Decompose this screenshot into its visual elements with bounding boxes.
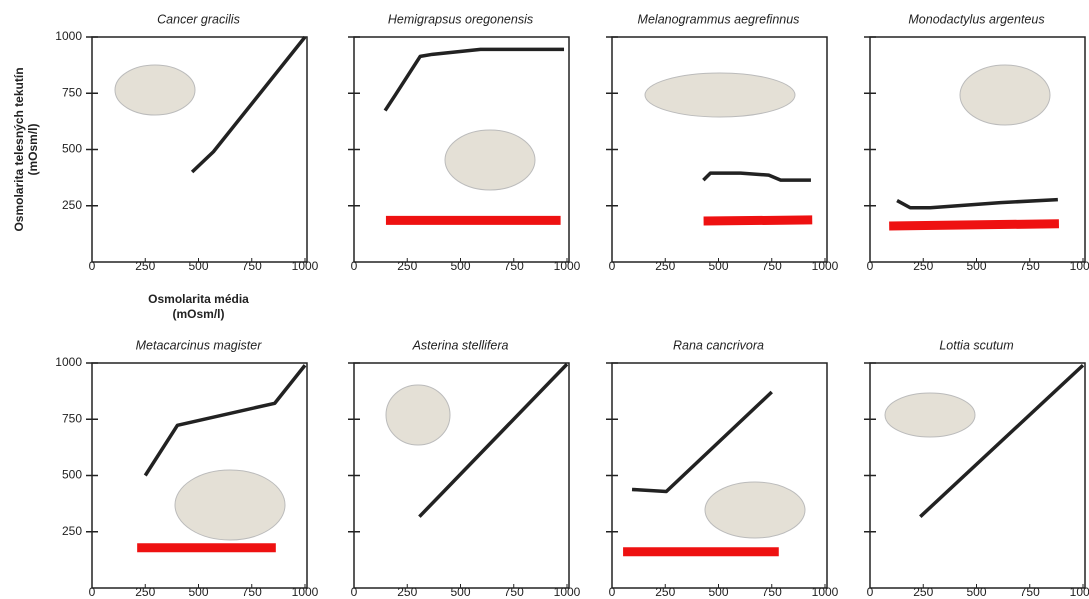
x-tick-label: 1000 <box>554 585 581 599</box>
x-tick-label: 0 <box>89 259 96 273</box>
x-tick-label: 1000 <box>1070 585 1089 599</box>
y-tick-label: 500 <box>62 468 82 482</box>
x-tick-label: 250 <box>913 259 933 273</box>
panel-title: Asterina stellifera <box>412 338 509 352</box>
panel-title: Melanogrammus aegrefinnus <box>638 12 800 26</box>
panel-title: Lottia scutum <box>939 338 1013 352</box>
specimen-image <box>645 73 795 117</box>
panel-title: Monodactylus argenteus <box>908 12 1044 26</box>
y-axis-label: Osmolarita telesných tekutín <box>12 67 26 231</box>
x-tick-label: 750 <box>504 259 524 273</box>
y-tick-label: 500 <box>62 142 82 156</box>
range-bar <box>889 224 1059 226</box>
x-tick-label: 0 <box>867 585 874 599</box>
x-tick-label: 1000 <box>554 259 581 273</box>
x-tick-label: 250 <box>655 585 675 599</box>
x-tick-label: 500 <box>188 585 208 599</box>
x-tick-label: 500 <box>450 259 470 273</box>
x-tick-label: 500 <box>708 585 728 599</box>
x-tick-label: 750 <box>504 585 524 599</box>
x-tick-label: 0 <box>609 585 616 599</box>
y-tick-label: 750 <box>62 411 82 425</box>
chart: Cancer gracilis 0 250 500 750 1000 250 500 750 10… <box>0 0 1089 599</box>
x-tick-label: 750 <box>1020 259 1040 273</box>
x-tick-label: 250 <box>655 259 675 273</box>
data-line <box>703 173 811 180</box>
data-line <box>920 365 1083 516</box>
y-tick-label: 1000 <box>55 29 82 43</box>
x-tick-label: 500 <box>966 259 986 273</box>
x-tick-label: 250 <box>397 585 417 599</box>
data-line <box>419 364 567 517</box>
x-tick-label: 0 <box>351 585 358 599</box>
data-line <box>897 200 1058 208</box>
y-tick-label: 250 <box>62 524 82 538</box>
x-tick-label: 500 <box>450 585 470 599</box>
specimen-image <box>445 130 535 190</box>
x-tick-label: 0 <box>867 259 874 273</box>
y-tick-label: 1000 <box>55 355 82 369</box>
x-tick-label: 250 <box>913 585 933 599</box>
panel-title: Metacarcinus magister <box>136 338 263 352</box>
x-tick-label: 0 <box>89 585 96 599</box>
plot-frame <box>612 37 827 262</box>
x-tick-label: 0 <box>609 259 616 273</box>
x-tick-label: 1000 <box>812 585 839 599</box>
range-bar <box>704 220 813 221</box>
panel-title: Cancer gracilis <box>157 12 240 26</box>
x-axis-label: Osmolarita média <box>148 292 249 306</box>
x-tick-label: 0 <box>351 259 358 273</box>
y-tick-label: 750 <box>62 85 82 99</box>
specimen-image <box>115 65 195 115</box>
data-line <box>192 37 305 172</box>
specimen-image <box>175 470 285 540</box>
x-tick-label: 500 <box>188 259 208 273</box>
specimen-image <box>386 385 450 445</box>
x-tick-label: 1000 <box>812 259 839 273</box>
x-tick-label: 500 <box>966 585 986 599</box>
data-line <box>632 392 772 491</box>
y-axis-label: (mOsm/l) <box>26 123 40 175</box>
x-tick-label: 750 <box>242 585 262 599</box>
specimen-image <box>705 482 805 538</box>
x-tick-label: 750 <box>1020 585 1040 599</box>
x-tick-label: 500 <box>708 259 728 273</box>
panel-title: Hemigrapsus oregonensis <box>388 12 533 26</box>
x-tick-label: 1000 <box>292 585 319 599</box>
x-tick-label: 750 <box>762 585 782 599</box>
specimen-image <box>885 393 975 437</box>
plot-frame <box>92 37 307 262</box>
x-tick-label: 1000 <box>292 259 319 273</box>
y-tick-label: 250 <box>62 198 82 212</box>
x-tick-label: 1000 <box>1070 259 1089 273</box>
x-tick-label: 750 <box>242 259 262 273</box>
x-axis-label: (mOsm/l) <box>172 307 224 321</box>
data-line <box>385 49 564 110</box>
x-tick-label: 250 <box>135 259 155 273</box>
x-tick-label: 250 <box>397 259 417 273</box>
data-line <box>145 365 305 475</box>
x-tick-label: 750 <box>762 259 782 273</box>
plot-frame <box>870 363 1085 588</box>
panel-title: Rana cancrivora <box>673 338 764 352</box>
x-tick-label: 250 <box>135 585 155 599</box>
specimen-image <box>960 65 1050 125</box>
